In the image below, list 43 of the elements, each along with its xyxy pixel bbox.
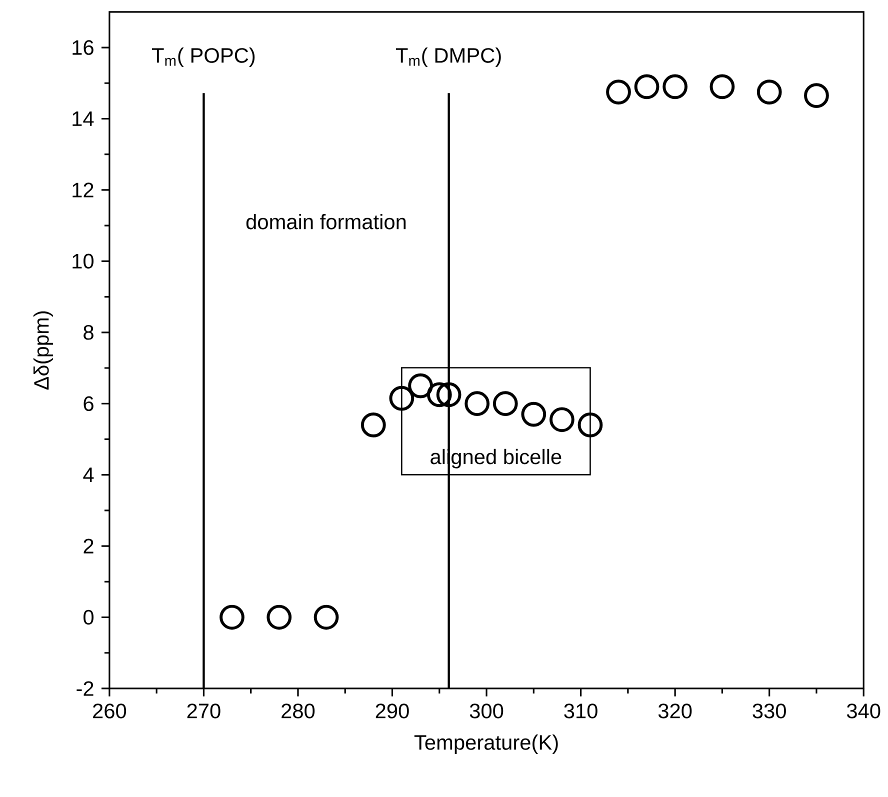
x-tick-label: 300 — [470, 704, 504, 718]
ref-line-label: T$_{m}$( DMPC) — [396, 48, 501, 68]
x-tick-label: 320 — [658, 704, 692, 718]
annotation: domain formation — [246, 214, 406, 230]
ref-line-label: T$_{m}$( POPC) — [152, 48, 255, 68]
y-tick-label: 10 — [72, 254, 94, 269]
point — [578, 412, 603, 438]
y-tick-label: 2 — [84, 538, 94, 554]
point — [756, 80, 782, 105]
y-tick-label: 12 — [72, 182, 94, 198]
y-tick-label: 16 — [72, 40, 94, 55]
point — [220, 604, 244, 630]
point — [634, 74, 660, 100]
point — [804, 83, 829, 108]
y-tick-label: 14 — [72, 112, 94, 126]
point — [464, 391, 490, 416]
point — [408, 373, 433, 398]
point — [492, 391, 518, 416]
y-tick-label: 6 — [84, 396, 94, 412]
x-tick-label: 310 — [564, 704, 598, 718]
point — [314, 604, 339, 630]
y-tick-label: 0 — [84, 610, 94, 625]
point — [426, 382, 452, 408]
x-tick-label: 340 — [846, 704, 880, 718]
x-tick-label: 280 — [282, 704, 315, 718]
x-tick-label: 290 — [376, 704, 409, 718]
point — [550, 407, 574, 432]
y-tick-label: 4 — [83, 468, 94, 482]
x-tick-label: 260 — [93, 704, 126, 718]
point — [662, 74, 688, 100]
point — [266, 604, 292, 630]
point — [606, 80, 631, 105]
point — [436, 382, 462, 408]
x-tick-label: 270 — [187, 704, 220, 718]
x-axis-title: Temperature(K) — [414, 734, 558, 754]
point — [360, 412, 386, 438]
y-tick-label: -2 — [76, 681, 94, 696]
y-tick-label: 8 — [84, 325, 94, 340]
y-axis-title: Δδ(ppm) — [34, 311, 53, 390]
point — [389, 386, 414, 411]
x-tick-label: 330 — [752, 704, 786, 718]
point — [710, 74, 735, 100]
point — [521, 402, 546, 427]
